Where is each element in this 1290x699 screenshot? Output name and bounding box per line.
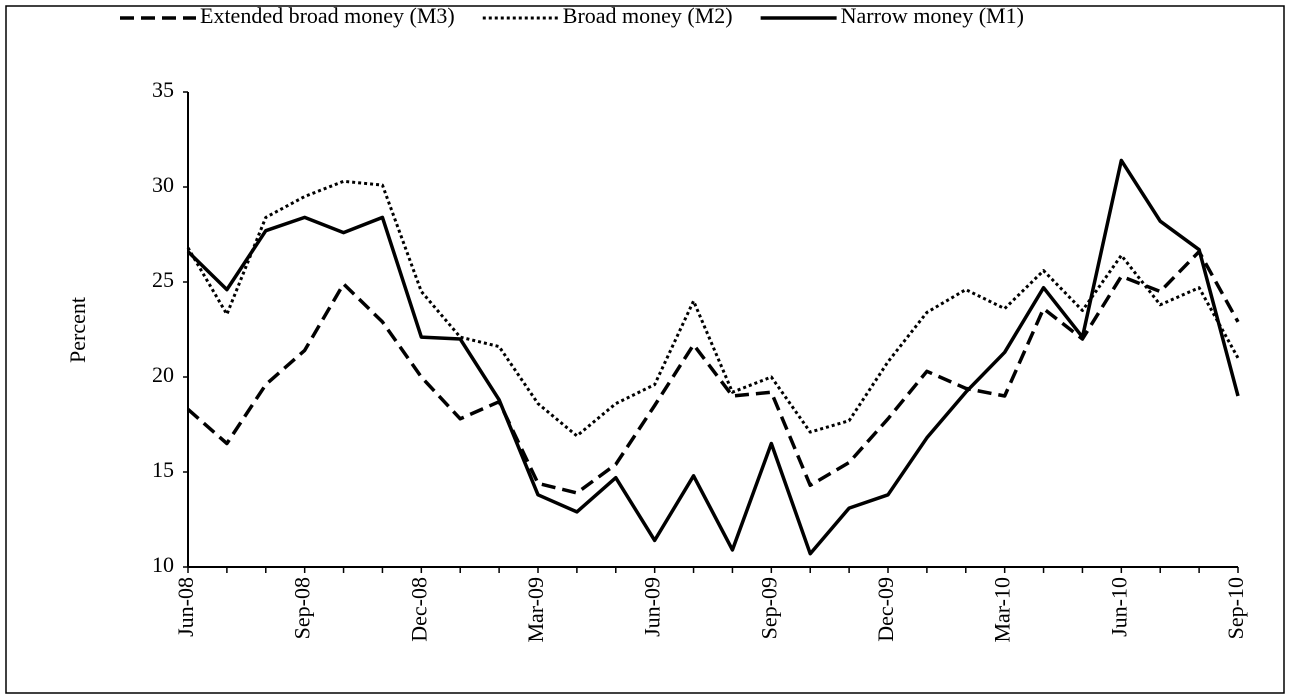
x-tick-label: Jun-10 (1106, 577, 1131, 637)
legend-label: Narrow money (M1) (841, 3, 1024, 28)
x-tick-label: Sep-09 (756, 577, 781, 639)
x-tick-label: Mar-09 (523, 577, 548, 643)
x-tick-label: Dec-09 (873, 577, 898, 642)
series-line (186, 249, 1240, 495)
x-tick-label: Dec-08 (406, 577, 431, 642)
series-line (186, 158, 1240, 556)
y-tick-label: 30 (152, 172, 174, 197)
frame (5, 5, 1285, 694)
x-tick-label: Sep-10 (1223, 577, 1248, 639)
y-axis-label: Percent (65, 297, 90, 363)
x-tick-label: Sep-08 (290, 577, 315, 639)
x-tick-label: Mar-10 (990, 577, 1015, 643)
legend-label: Extended broad money (M3) (200, 3, 455, 28)
y-tick-label: 15 (152, 457, 174, 482)
y-tick-label: 20 (152, 362, 174, 387)
y-tick-label: 10 (152, 552, 174, 577)
y-tick-label: 25 (152, 267, 174, 292)
legend-label: Broad money (M2) (563, 3, 733, 28)
y-tick-label: 35 (152, 77, 174, 102)
x-tick-label: Jun-09 (640, 577, 665, 637)
x-tick-label: Jun-08 (173, 577, 198, 637)
